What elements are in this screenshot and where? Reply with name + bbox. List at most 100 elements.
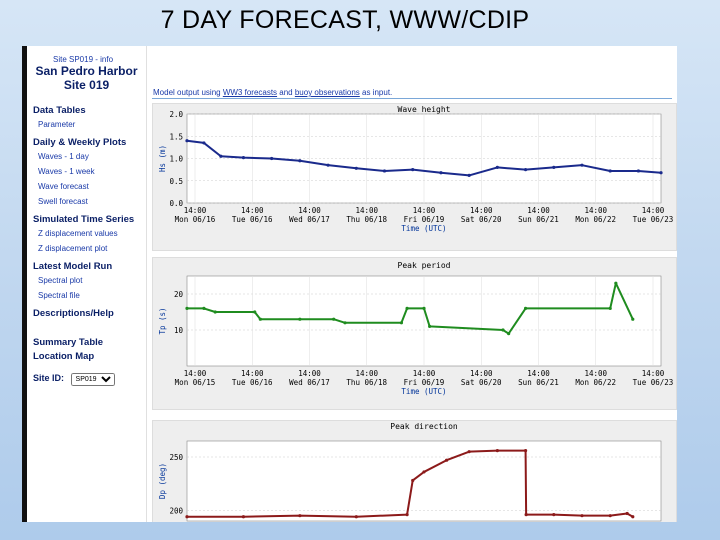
- data-point: [213, 310, 217, 314]
- data-point: [495, 165, 499, 169]
- data-point: [399, 321, 404, 325]
- peak-period-chart: Peak period Tp (s) 20 10 14:00 Mon 06/15 14:00…: [152, 257, 677, 410]
- x-tick-date: Fri 06/19: [404, 215, 445, 224]
- x-tick-date: Tue 06/16: [232, 378, 273, 387]
- y-tick-label: 1.5: [169, 132, 183, 141]
- x-tick-date: Mon 06/22: [575, 215, 616, 224]
- x-tick-date: Wed 06/17: [289, 378, 330, 387]
- site-id-select[interactable]: SP019: [70, 373, 115, 386]
- data-point: [552, 513, 556, 517]
- link-wave-forecast[interactable]: Wave forecast: [38, 182, 89, 191]
- x-tick-time: 14:00: [527, 369, 550, 378]
- data-point: [552, 165, 556, 169]
- site-name: San Pedro Harbor: [35, 64, 138, 78]
- x-tick-date: Sun 06/21: [518, 215, 559, 224]
- data-point: [185, 515, 189, 519]
- data-point: [411, 168, 415, 172]
- link-parameter[interactable]: Parameter: [38, 120, 76, 129]
- link-swell-forecast[interactable]: Swell forecast: [38, 197, 88, 206]
- x-tick-time: 14:00: [298, 369, 321, 378]
- link-location-map[interactable]: Location Map: [33, 351, 95, 362]
- buoy-link[interactable]: buoy observations: [294, 88, 360, 97]
- data-point: [495, 449, 499, 453]
- y-tick-label: 0.5: [169, 177, 183, 186]
- x-tick-date: Thu 06/18: [346, 378, 387, 387]
- link-z-displacement-plot[interactable]: Z displacement plot: [38, 244, 108, 253]
- y-tick-label: 200: [169, 506, 183, 515]
- data-point: [326, 163, 330, 167]
- y-tick-label: 250: [169, 453, 183, 462]
- data-point: [580, 514, 584, 518]
- peak-direction-chart: Peak direction Dp (deg) 250 200: [152, 420, 677, 522]
- data-point: [241, 515, 246, 519]
- data-point: [467, 173, 471, 178]
- left-edge-bar: [22, 46, 27, 522]
- link-descriptions-help[interactable]: Descriptions/Help: [33, 308, 114, 319]
- y-axis-label: Dp (deg): [158, 463, 167, 499]
- x-tick-time: 14:00: [470, 206, 493, 215]
- data-point: [524, 513, 528, 517]
- site-id-label: Site ID:: [33, 373, 65, 383]
- model-note-mid: and: [277, 88, 295, 97]
- data-point: [354, 166, 358, 170]
- x-tick-time: 14:00: [355, 206, 378, 215]
- link-z-displacement-values[interactable]: Z displacement values: [38, 229, 118, 238]
- x-tick-date: Sat 06/20: [461, 378, 502, 387]
- data-point: [422, 470, 426, 474]
- data-point: [405, 513, 409, 517]
- link-waves-1-day[interactable]: Waves - 1 day: [38, 152, 89, 161]
- data-point: [428, 324, 432, 328]
- link-waves-1-week[interactable]: Waves - 1 week: [38, 167, 95, 176]
- data-point: [439, 171, 443, 175]
- x-tick-time: 14:00: [413, 206, 436, 215]
- y-axis-label: Hs (m): [158, 145, 167, 172]
- data-point: [659, 171, 663, 175]
- data-point: [219, 154, 223, 158]
- x-tick-time: 14:00: [241, 206, 264, 215]
- data-point: [185, 139, 189, 143]
- sidebar: Site SP019 - info San Pedro Harbor Site …: [22, 46, 147, 522]
- x-tick-date: Thu 06/18: [346, 215, 387, 224]
- data-point: [422, 306, 426, 310]
- x-tick-date: Fri 06/19: [404, 378, 445, 387]
- slide-title: 7 DAY FORECAST, WWW/CDIP: [160, 6, 530, 34]
- model-note-post: as input.: [359, 88, 393, 97]
- data-point: [444, 458, 449, 462]
- x-tick-date: Sat 06/20: [461, 215, 502, 224]
- x-tick-date: Wed 06/17: [289, 215, 330, 224]
- chart-svg-2: Peak direction Dp (deg)250 200: [158, 422, 662, 522]
- x-tick-date: Mon 06/16: [175, 215, 216, 224]
- x-tick-date: Tue 06/23: [633, 215, 674, 224]
- data-point: [270, 156, 274, 161]
- link-spectral-file[interactable]: Spectral file: [38, 291, 80, 300]
- data-point: [625, 511, 629, 516]
- x-tick-time: 14:00: [241, 369, 264, 378]
- series-line: [187, 282, 634, 335]
- y-tick-label: 20: [174, 290, 184, 299]
- ww3-link[interactable]: WW3 forecasts: [222, 88, 278, 97]
- x-tick-time: 14:00: [184, 206, 207, 215]
- data-point: [343, 321, 347, 325]
- data-point: [298, 514, 302, 518]
- data-point: [202, 141, 206, 145]
- link-summary-table[interactable]: Summary Table: [33, 337, 104, 348]
- data-point: [298, 317, 302, 321]
- site-number: Site 019: [63, 78, 110, 92]
- section-simulated-time-series: Simulated Time Series: [33, 214, 135, 225]
- section-daily-weekly-plots: Daily & Weekly Plots: [33, 137, 127, 148]
- x-axis-label: Time (UTC): [401, 387, 446, 396]
- data-point: [523, 449, 528, 453]
- wave-height-chart: Wave height Hs (m) 2.0 1.5 1.0 0.5 0.0 14:00 Mon…: [152, 103, 677, 251]
- data-point: [332, 317, 336, 321]
- x-tick-date: Mon 06/15: [175, 378, 216, 387]
- x-tick-time: 14:00: [642, 369, 665, 378]
- site-info-link[interactable]: Site SP019 - info: [53, 55, 114, 64]
- data-point: [501, 328, 505, 332]
- chart-title: Peak direction: [390, 422, 458, 431]
- data-point: [185, 306, 189, 310]
- x-tick-time: 14:00: [184, 369, 207, 378]
- x-axis-label: Time (UTC): [401, 224, 446, 233]
- link-spectral-plot[interactable]: Spectral plot: [38, 276, 83, 285]
